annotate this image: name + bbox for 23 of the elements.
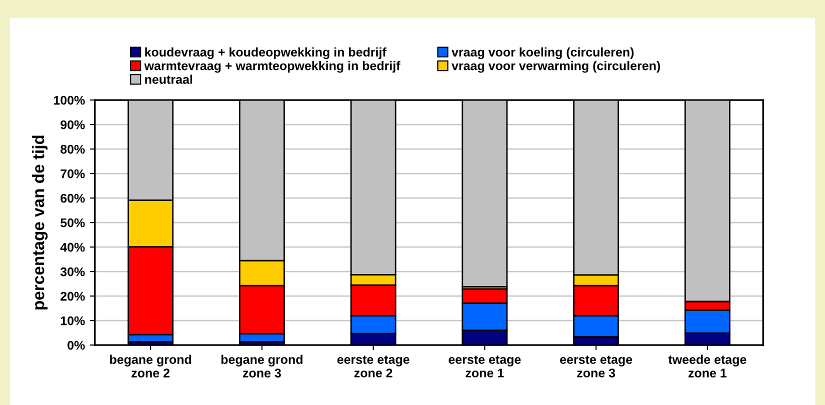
- x-tick-label: begane grond zone 2: [110, 354, 192, 378]
- legend-label: vraag voor koeling (circuleren): [452, 47, 634, 60]
- x-tick-label: eerste etage zone 3: [560, 356, 632, 378]
- x-tick-label: eerste etage zone 2: [337, 356, 410, 378]
- x-tick-label: eerste etage zone 1: [448, 356, 521, 378]
- y-tick-label: 20%: [60, 292, 85, 301]
- legend-label: vraag voor verwarming (circuleren): [452, 61, 660, 73]
- x-tick-label: tweede etage zone 1: [668, 354, 746, 378]
- y-tick-label: 30%: [60, 267, 85, 276]
- y-axis-title: percentage van de tijd: [32, 136, 48, 310]
- y-tick-label: 100%: [54, 96, 85, 105]
- y-tick-label: 60%: [60, 194, 85, 203]
- legend-label: warmtevraag + warmteopwekking in bedrijf: [144, 61, 400, 73]
- y-tick-label: 40%: [60, 242, 85, 252]
- y-tick-label: 90%: [60, 120, 85, 130]
- legend-label: neutraal: [145, 74, 192, 84]
- y-tick-label: 10%: [60, 316, 85, 326]
- y-tick-label: 50%: [60, 218, 85, 228]
- y-tick-label: 80%: [60, 144, 85, 154]
- y-tick-label: 70%: [60, 169, 85, 178]
- y-tick-label: 0%: [68, 340, 85, 350]
- x-tick-label: begane grond zone 3: [221, 354, 302, 378]
- legend-label: koudevraag + koudeopwekking in bedrijf: [145, 47, 386, 60]
